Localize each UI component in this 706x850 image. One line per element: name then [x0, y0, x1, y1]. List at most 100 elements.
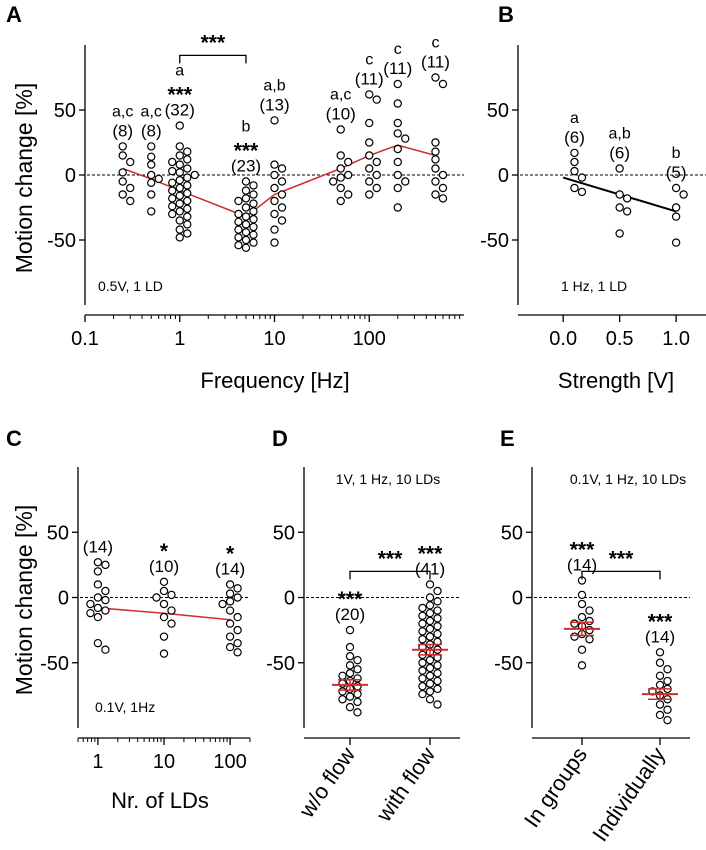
data-point-d	[353, 665, 362, 674]
y-tick-label-c: -50	[40, 653, 69, 675]
data-point-a	[175, 191, 184, 200]
condition-label-e: 0.1V, 1 Hz, 10 LDs	[570, 471, 686, 487]
data-point-a	[277, 164, 287, 173]
data-point-a	[183, 147, 192, 156]
panel-d: D 1V, 1 Hz, 10 LDs 500-50w/o flow(20)***…	[266, 426, 460, 827]
data-point-d	[433, 684, 442, 694]
data-point-a	[147, 207, 156, 216]
data-point-c	[101, 560, 110, 570]
significance-bracket-d	[349, 570, 431, 580]
data-point-a	[175, 225, 184, 234]
x-tick-label-a: 0.1	[71, 328, 99, 350]
significance-bracket-a	[179, 54, 247, 64]
data-point-a	[234, 225, 243, 234]
data-point-a	[175, 183, 184, 193]
data-point-d	[425, 624, 435, 634]
data-point-a	[241, 235, 251, 245]
data-point-a	[431, 155, 440, 164]
group-letters-a: c	[431, 35, 439, 52]
significance-stars-d: ***	[418, 542, 443, 565]
data-point-a	[393, 118, 402, 128]
data-point-a	[175, 199, 184, 208]
data-point-d	[418, 627, 427, 636]
x-axis-label-b: Strength [V]	[558, 368, 674, 393]
data-point-d	[425, 671, 435, 681]
data-point-a	[175, 151, 184, 160]
data-point-a	[393, 157, 402, 167]
category-label-d: with flow	[371, 742, 441, 826]
trend-line-a	[122, 144, 436, 218]
data-point-a	[168, 194, 177, 203]
data-point-a	[154, 174, 163, 184]
panel-label-a: A	[6, 2, 22, 27]
x-tick-label-a: 100	[353, 328, 386, 350]
data-point-a	[393, 170, 402, 180]
data-point-d	[425, 663, 435, 673]
data-point-a	[126, 157, 135, 167]
data-point-e	[655, 658, 665, 667]
data-point-c	[233, 638, 242, 648]
data-point-a	[147, 190, 156, 199]
panel-label-e: E	[500, 426, 515, 451]
data-point-c	[93, 567, 103, 576]
data-point-b	[570, 166, 579, 176]
sample-size-label-c: (14)	[83, 537, 113, 556]
data-point-d	[418, 619, 427, 628]
data-point-a	[270, 238, 279, 247]
y-tick-label-a: -50	[47, 230, 76, 252]
data-point-d	[433, 637, 442, 647]
x-tick-label-a: 10	[263, 328, 285, 350]
data-point-a	[183, 173, 192, 182]
data-point-d	[433, 676, 442, 686]
data-point-a	[431, 177, 440, 186]
category-label-e: In groups	[519, 743, 592, 832]
data-point-a	[365, 177, 374, 186]
data-point-a	[241, 227, 251, 237]
data-point-c	[101, 595, 110, 605]
data-point-a	[393, 129, 402, 138]
data-point-a	[365, 151, 374, 160]
data-point-a	[183, 204, 192, 213]
data-point-e	[655, 710, 665, 720]
data-point-a	[393, 203, 402, 212]
x-tick-label-b: 0.5	[606, 328, 634, 350]
data-point-d	[353, 689, 362, 699]
y-tick-label-e: -50	[494, 653, 523, 675]
data-point-a	[344, 170, 353, 180]
significance-stars-c: *	[160, 540, 169, 563]
data-point-d	[353, 708, 362, 717]
data-point-a	[249, 181, 258, 190]
data-point-a	[401, 177, 410, 186]
data-point-d	[433, 661, 442, 670]
data-point-c	[233, 593, 242, 602]
data-point-a	[183, 164, 192, 173]
data-point-c	[159, 577, 169, 587]
data-point-a	[183, 181, 192, 190]
data-point-e	[577, 661, 587, 670]
data-point-c	[225, 619, 235, 628]
data-point-e	[655, 700, 665, 709]
condition-label-a: 0.5V, 1 LD	[98, 278, 163, 294]
data-point-a	[118, 177, 127, 186]
data-point-a	[168, 178, 177, 187]
data-point-e	[585, 635, 594, 644]
data-point-a	[118, 190, 127, 199]
sample-size-label-a: (8)	[112, 121, 133, 140]
data-point-a	[249, 214, 258, 224]
data-point-a	[147, 170, 156, 180]
data-point-a	[438, 170, 448, 180]
data-point-d	[425, 580, 435, 589]
data-point-a	[336, 183, 345, 193]
data-point-a	[365, 164, 374, 173]
significance-stars-a: ***	[234, 140, 259, 163]
group-letters-a: b	[242, 119, 251, 136]
data-point-b	[570, 148, 579, 158]
data-point-b	[615, 164, 624, 173]
data-point-a	[393, 99, 402, 108]
data-point-d	[353, 697, 362, 707]
sample-size-label-a: (10)	[326, 105, 356, 124]
data-point-a	[249, 222, 258, 232]
x-tick-label-c: 100	[213, 751, 246, 773]
sample-size-label-c: (14)	[215, 559, 245, 578]
data-point-a	[270, 170, 279, 180]
